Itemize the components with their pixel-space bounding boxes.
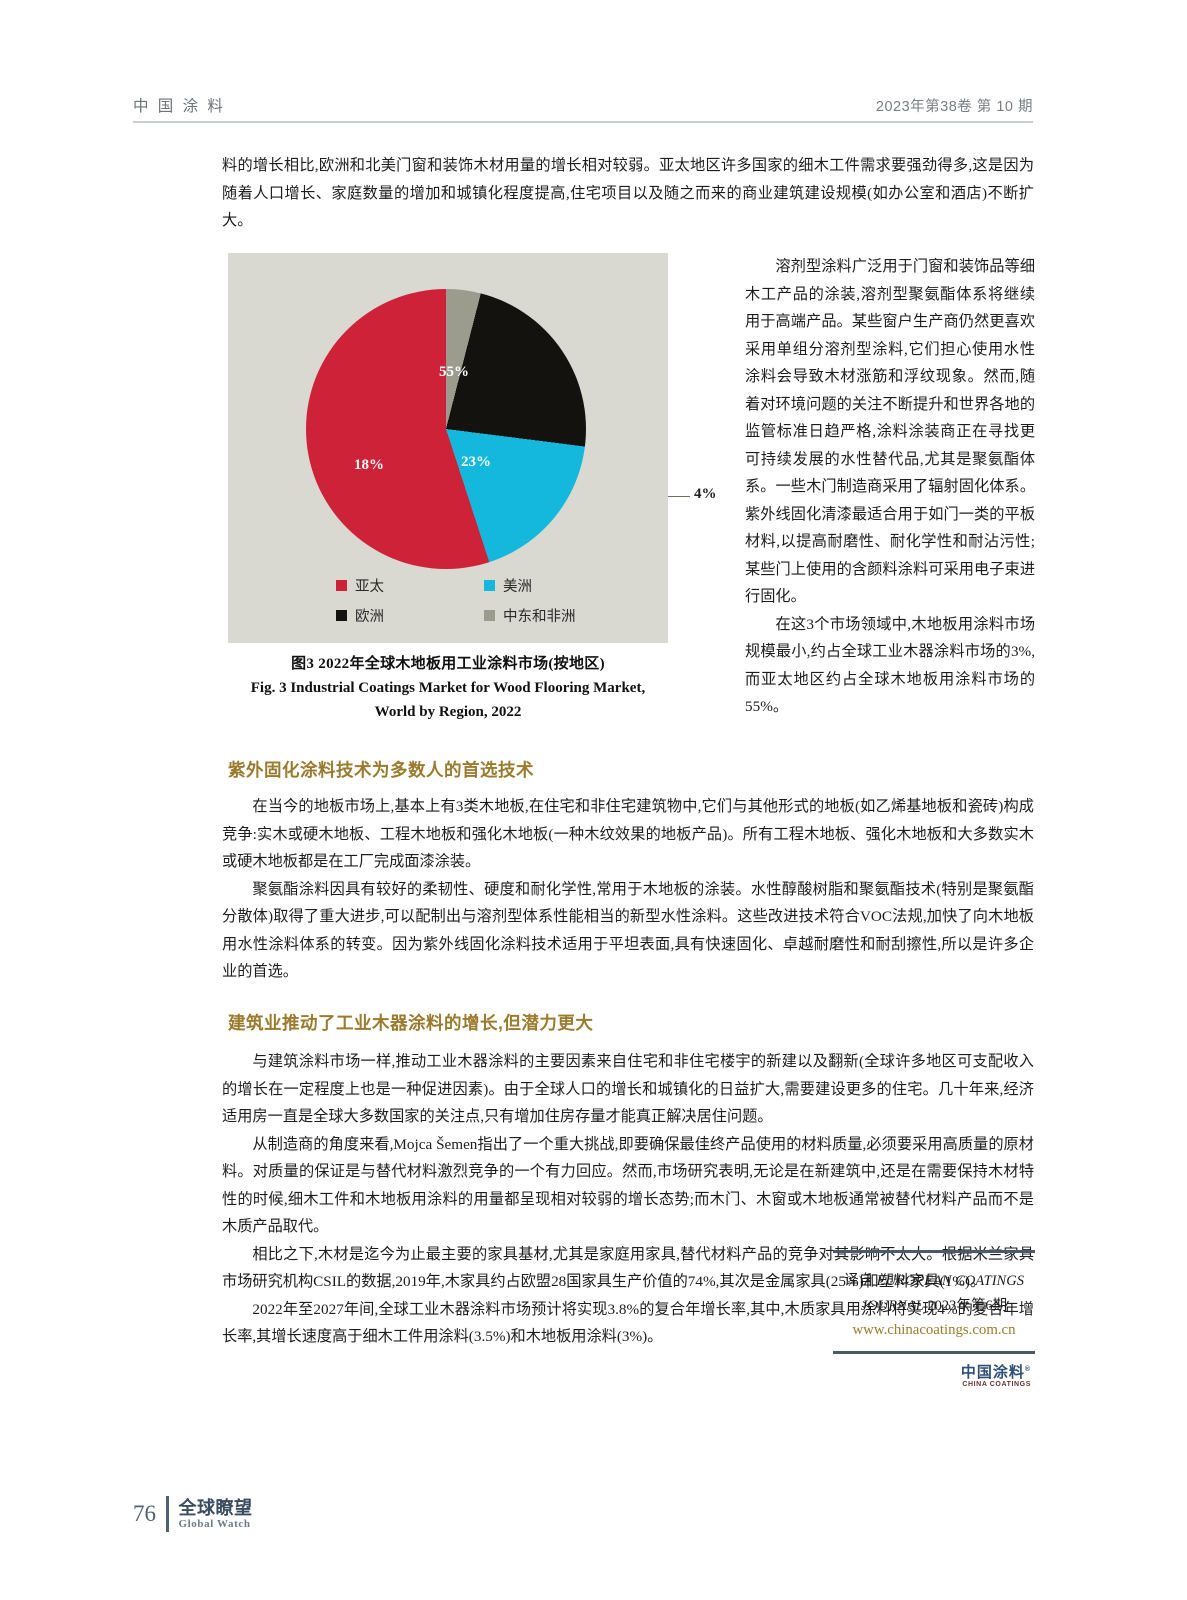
publication-title: 中 国 涂 料 (133, 98, 226, 115)
side-paragraph-2: 在这3个市场领域中,木地板用涂料市场规模最小,约占全球工业木器涂料市场的3%,而… (745, 615, 1035, 716)
page-header: 中 国 涂 料 2023年第38卷 第 10 期 (133, 82, 1033, 123)
figure-caption-en-line2: World by Region, 2022 (374, 704, 522, 720)
pie-label-europe: 23% (461, 454, 491, 470)
paragraph: 聚氨酯涂料因具有较好的柔韧性、硬度和耐化学性,常用于木地板的涂装。水性醇酸树脂和… (222, 880, 1034, 981)
source-attribution-box: 译自 EUROPEAN COATINGS JOURNAL 2023年第6期 ww… (833, 1250, 1035, 1388)
paragraph: 2022年至2027年间,全球工业木器涂料市场预计将实现3.8%的复合年增长率,… (222, 1300, 1034, 1346)
legend-label: 美洲 (503, 579, 532, 595)
legend-label: 中东和非洲 (503, 609, 576, 625)
legend-item-middle-east-africa: 中东和非洲 (484, 605, 636, 626)
pie-slices (306, 289, 586, 569)
source-rule-top (833, 1250, 1035, 1253)
page-number: 76 (133, 1501, 156, 1526)
legend-label: 亚太 (355, 579, 384, 595)
source-rule-bottom (833, 1351, 1035, 1354)
source-url-link[interactable]: www.chinacoatings.com.cn (852, 1322, 1016, 1338)
section-heading-uv-curing: 紫外固化涂料技术为多数人的首选技术 (228, 760, 534, 780)
brand-logo: 中国涂料® CHINA COATINGS (833, 1362, 1035, 1389)
pie-callout-line (668, 496, 690, 497)
section-body-uv-curing: 在当今的地板市场上,基本上有3类木地板,在住宅和非住宅建筑物中,它们与其他形式的… (222, 793, 1034, 986)
figure-caption-en-line1: Fig. 3 Industrial Coatings Market for Wo… (250, 680, 646, 696)
section-body-construction: 与建筑涂料市场一样,推动工业木器涂料的主要因素来自住宅和非住宅楼宇的新建以及翻新… (222, 1048, 1034, 1351)
source-line-2: JOURNAL 2023年第6期 (833, 1294, 1035, 1319)
footer-section-cn: 全球瞭望 (178, 1498, 253, 1518)
legend-label: 欧洲 (355, 609, 384, 625)
pie-label-asia-pacific: 55% (439, 364, 469, 380)
paragraph: 与建筑涂料市场一样,推动工业木器涂料的主要因素来自住宅和非住宅楼宇的新建以及翻新… (222, 1053, 1034, 1125)
brand-logo-en: CHINA COATINGS (962, 1381, 1031, 1388)
pie-label-americas: 18% (354, 457, 384, 473)
intro-paragraph-block: 料的增长相比,欧洲和北美门窗和装饰木材用量的增长相对较弱。亚太地区许多国家的细木… (222, 152, 1034, 235)
issue-info: 2023年第38卷 第 10 期 (875, 99, 1033, 115)
source-journal-name-2: JOURNAL (860, 1298, 924, 1314)
paragraph: 在当今的地板市场上,基本上有3类木地板,在住宅和非住宅建筑物中,它们与其他形式的… (222, 798, 1034, 870)
legend-swatch-icon (336, 580, 347, 591)
legend-item-europe: 欧洲 (336, 605, 484, 626)
source-prefix: 译自 (844, 1273, 877, 1289)
legend-swatch-icon (484, 610, 495, 621)
source-issue: 2023年第6期 (923, 1298, 1008, 1314)
paragraph: 从制造商的角度来看,Mojca Šemen指出了一个重大挑战,即要确保最佳终产品… (222, 1135, 1034, 1236)
source-journal-name: EUROPEAN COATINGS (876, 1273, 1024, 1289)
legend-swatch-icon (336, 610, 347, 621)
side-column: 溶剂型涂料广泛用于门窗和装饰品等细木工产品的涂装,溶剂型聚氨酯体系将继续用于高端… (745, 253, 1035, 721)
legend-item-asia-pacific: 亚太 (336, 575, 484, 596)
legend-swatch-icon (484, 580, 495, 591)
pie-chart: 55% 23% 18% 4% (306, 289, 717, 569)
side-paragraph-1: 溶剂型涂料广泛用于门窗和装饰品等细木工产品的涂装,溶剂型聚氨酯体系将继续用于高端… (745, 258, 1035, 605)
page-footer: 76 全球瞭望 Global Watch (133, 1496, 253, 1532)
figure-caption: 图3 2022年全球木地板用工业涂料市场(按地区) Fig. 3 Industr… (228, 652, 668, 724)
footer-section-en: Global Watch (178, 1518, 251, 1530)
trademark-icon: ® (1024, 1366, 1031, 1373)
intro-paragraph: 料的增长相比,欧洲和北美门窗和装饰木材用量的增长相对较弱。亚太地区许多国家的细木… (222, 157, 1034, 229)
paragraph: 相比之下,木材是迄今为止最主要的家具基材,尤其是家庭用家具,替代材料产品的竞争对… (222, 1245, 1034, 1291)
pie-label-middle-east-africa: 4% (694, 486, 717, 502)
figure-caption-cn: 图3 2022年全球木地板用工业涂料市场(按地区) (291, 656, 605, 672)
legend-item-americas: 美洲 (484, 575, 636, 596)
chart-legend: 亚太 美洲 欧洲 中东和非洲 (336, 575, 636, 626)
footer-divider (166, 1496, 169, 1532)
figure-3-chart: 55% 23% 18% 4% 亚太 美洲 欧洲 中东和非洲 (228, 253, 717, 643)
source-line-1: 译自 EUROPEAN COATINGS (833, 1269, 1035, 1294)
brand-logo-cn: 中国涂料® (960, 1364, 1031, 1381)
section-heading-construction: 建筑业推动了工业木器涂料的增长,但潜力更大 (228, 1013, 594, 1033)
